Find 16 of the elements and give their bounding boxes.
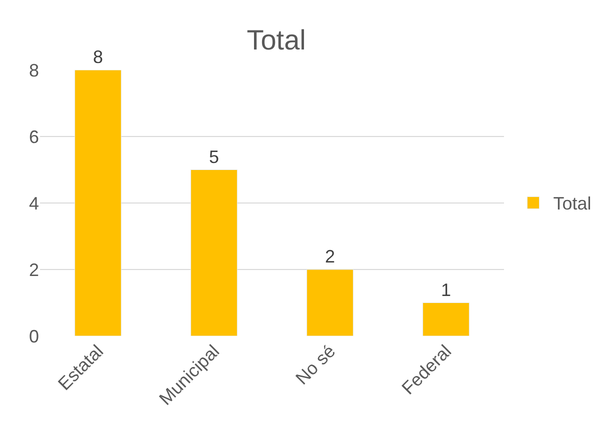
data-label: 1 xyxy=(440,280,452,300)
chart-title: Total xyxy=(246,24,306,56)
y-tick-label: 2 xyxy=(28,260,39,280)
y-tick-label: 4 xyxy=(28,193,39,214)
x-tick-label: No sé xyxy=(292,341,340,388)
bar xyxy=(190,170,238,336)
y-tick-label: 6 xyxy=(28,126,39,147)
data-label: 2 xyxy=(324,246,336,266)
y-tick-label: 0 xyxy=(28,326,39,346)
bar xyxy=(306,269,354,336)
data-label: 8 xyxy=(92,47,104,67)
legend-label: Total xyxy=(553,194,592,214)
data-label: 5 xyxy=(208,146,220,167)
y-tick-label: 8 xyxy=(28,60,39,80)
bar xyxy=(74,70,122,336)
bar xyxy=(422,302,470,336)
